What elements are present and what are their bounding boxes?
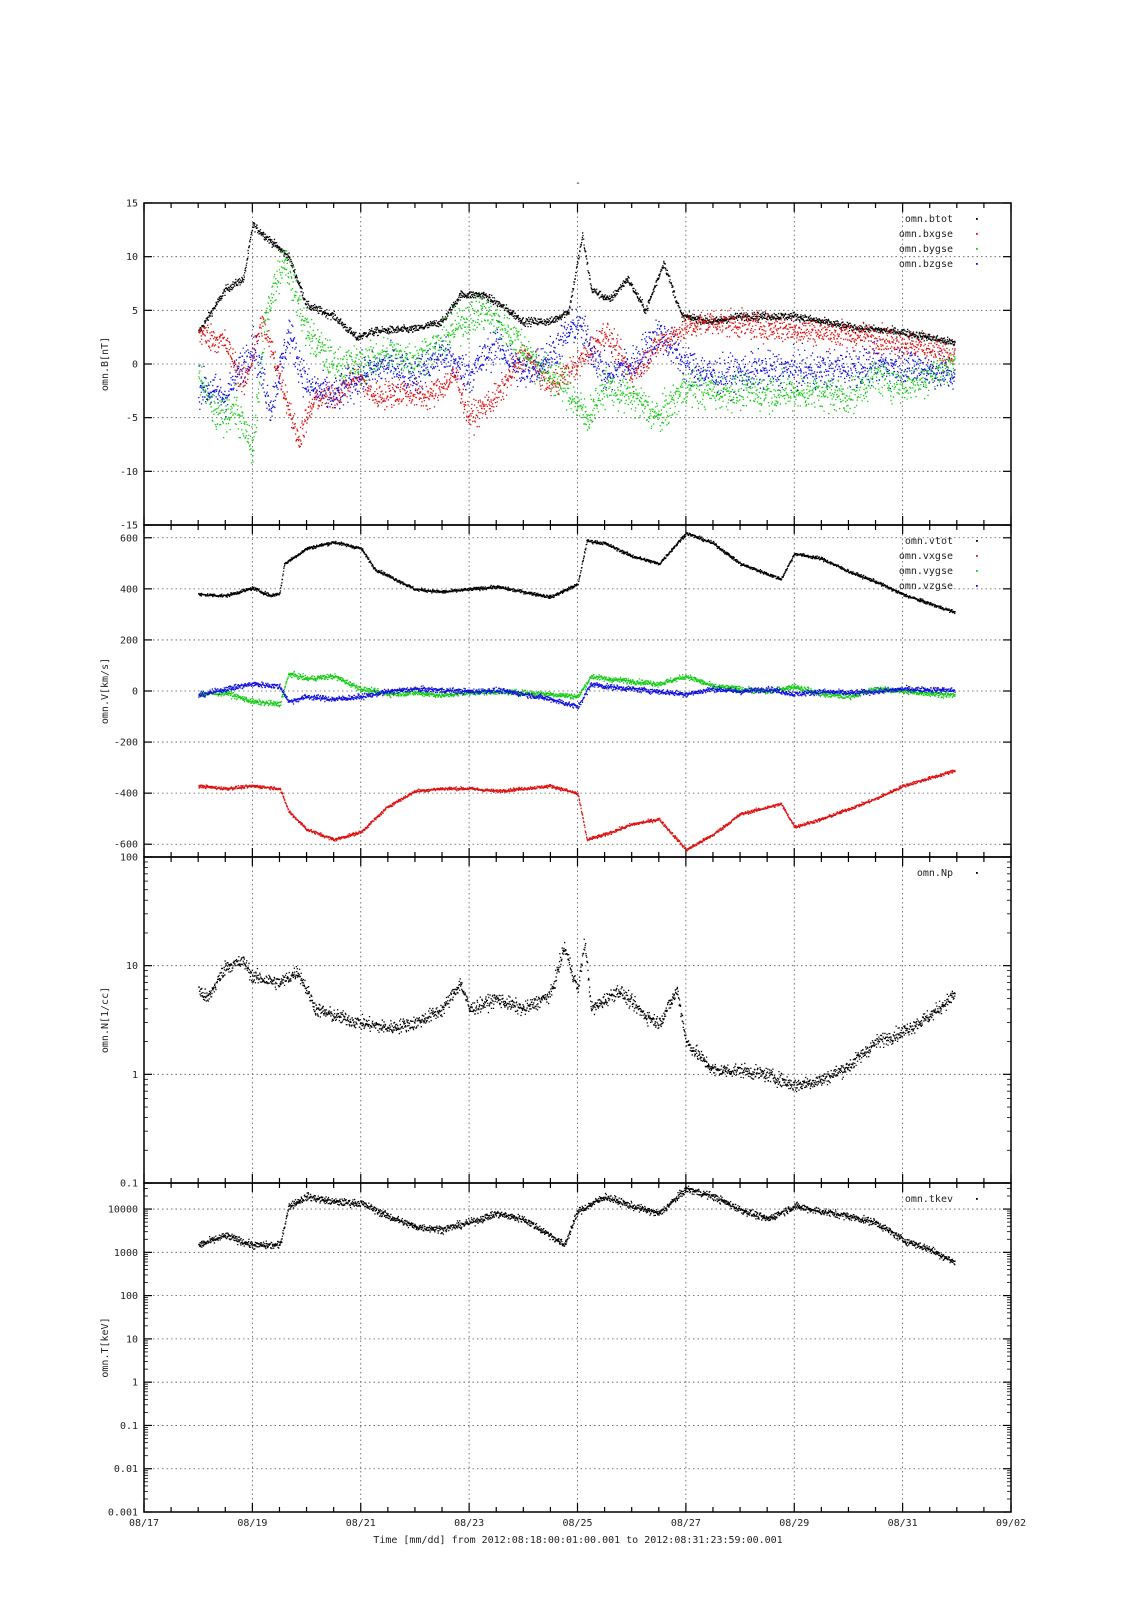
x-tick-label: 08/29 — [779, 1518, 809, 1529]
panels: -15-10-5051015omn.B[nT]omn.btotomn.bxgse… — [100, 199, 1012, 1519]
series-points — [198, 769, 956, 852]
data-area — [198, 1185, 956, 1266]
y-tick-label: 0.1 — [120, 1421, 138, 1432]
series-omn-bxgse — [198, 307, 956, 448]
legend-marker — [976, 263, 978, 265]
x-tick-label: 08/27 — [671, 1518, 701, 1529]
legend-label: omn.vzgse — [899, 581, 953, 592]
legend-marker — [976, 218, 978, 220]
series-points — [198, 938, 956, 1093]
series-points — [198, 681, 956, 710]
y-axis-label: omn.T[keV] — [100, 1317, 111, 1377]
series-omn-Np — [198, 938, 956, 1093]
y-axis-label: omn.N[1/cc] — [100, 987, 111, 1053]
y-tick-label: 10 — [126, 252, 138, 263]
legend-marker — [976, 540, 978, 542]
legend-label: omn.vtot — [905, 536, 953, 547]
y-tick-label: 1 — [132, 1070, 138, 1081]
y-tick-label: 10000 — [108, 1205, 138, 1216]
legend: omn.Np — [917, 868, 978, 879]
y-tick-label: 0.001 — [108, 1508, 138, 1519]
series-omn-vtot — [198, 532, 956, 615]
x-tick-label: 08/31 — [888, 1518, 918, 1529]
y-tick-label: 1000 — [114, 1248, 138, 1259]
y-tick-label: 0 — [132, 360, 138, 371]
panel-3: 0.1 1 10 100 omn.N[1/cc] omn.Np — [100, 853, 1012, 1190]
legend-marker — [976, 248, 978, 250]
data-area — [198, 532, 956, 852]
series-points — [198, 1185, 956, 1266]
series-points — [198, 532, 956, 615]
y-tick-label: 400 — [120, 584, 138, 595]
y-tick-label: 10 — [126, 1334, 138, 1345]
legend-marker — [976, 1198, 978, 1200]
panel-1: -15 -10 -5 0 5 10 15 omn.B[nT] omn.btot omn.bxgse… — [100, 199, 1012, 532]
y-tick-label: -15 — [120, 521, 138, 532]
x-tick-label: 09/02 — [996, 1518, 1026, 1529]
x-tick-label: 08/25 — [562, 1518, 592, 1529]
series-points — [198, 307, 956, 448]
legend-label: omn.vxgse — [899, 551, 953, 562]
legend-marker — [976, 570, 978, 572]
y-tick-label: -600 — [114, 840, 138, 851]
y-tick-label: -200 — [114, 738, 138, 749]
legend-label: omn.btot — [905, 214, 953, 225]
panel-4: 0.001 0.01 0.1 1 10 100 1000 10000 omn.T[keV] omn… — [100, 1182, 1012, 1519]
legend-marker — [976, 872, 978, 874]
legend-label: omn.bygse — [899, 244, 953, 255]
y-axis-label: omn.V[km/s] — [100, 658, 111, 724]
legend-marker — [976, 585, 978, 587]
series-points — [198, 670, 956, 708]
legend-label: omn.Np — [917, 868, 953, 879]
legend-label: omn.bzgse — [899, 259, 953, 270]
legend-marker — [976, 555, 978, 557]
y-tick-label: -400 — [114, 789, 138, 800]
series-points — [198, 306, 956, 421]
legend-label: omn.bxgse — [899, 229, 953, 240]
legend: omn.btot omn.bxgse omn.bygse omn.bzgse — [899, 214, 978, 270]
panel-2: -600 -400 -200 0 200 400 600 omn.V[km/s] omn.vto… — [100, 524, 1012, 858]
legend-label: omn.vygse — [899, 566, 953, 577]
x-axis-label: Time [mm/dd] from 2012:08:18:00:01:00.00… — [373, 1535, 782, 1546]
y-tick-label: 600 — [120, 533, 138, 544]
y-tick-label: 200 — [120, 635, 138, 646]
series-points — [198, 250, 956, 464]
y-tick-label: -5 — [126, 413, 138, 424]
y-tick-label: 0.01 — [114, 1464, 138, 1475]
series-omn-vxgse — [198, 769, 956, 852]
x-tick-label: 08/19 — [237, 1518, 267, 1529]
x-tick-label: 08/17 — [129, 1518, 159, 1529]
y-tick-label: 100 — [120, 853, 138, 864]
series-omn-tkev — [198, 1185, 956, 1266]
y-tick-label: 100 — [120, 1291, 138, 1302]
legend: omn.vtot omn.vxgse omn.vygse omn.vzgse — [899, 536, 978, 592]
series-omn-bygse — [198, 250, 956, 464]
y-tick-label: 0 — [132, 687, 138, 698]
x-tick-label: 08/23 — [454, 1518, 484, 1529]
x-tick-labels: 08/17 08/19 08/21 08/23 08/25 08/27 08/29 08/31… — [129, 1518, 1026, 1529]
data-area — [198, 222, 956, 464]
legend: omn.tkev — [905, 1194, 978, 1205]
legend-marker — [976, 233, 978, 235]
y-tick-label: 1 — [132, 1378, 138, 1389]
y-tick-label: 0.1 — [120, 1179, 138, 1190]
data-area — [198, 938, 956, 1093]
series-omn-vzgse — [198, 681, 956, 710]
series-omn-vygse — [198, 670, 956, 708]
series-omn-bzgse — [198, 306, 956, 421]
x-tick-label: 08/21 — [346, 1518, 376, 1529]
legend-label: omn.tkev — [905, 1194, 953, 1205]
y-axis-label: omn.B[nT] — [100, 337, 111, 391]
y-tick-label: 15 — [126, 199, 138, 210]
plot-title: - — [575, 178, 581, 189]
y-tick-label: 10 — [126, 961, 138, 972]
y-tick-label: -10 — [120, 467, 138, 478]
y-tick-label: 5 — [132, 306, 138, 317]
